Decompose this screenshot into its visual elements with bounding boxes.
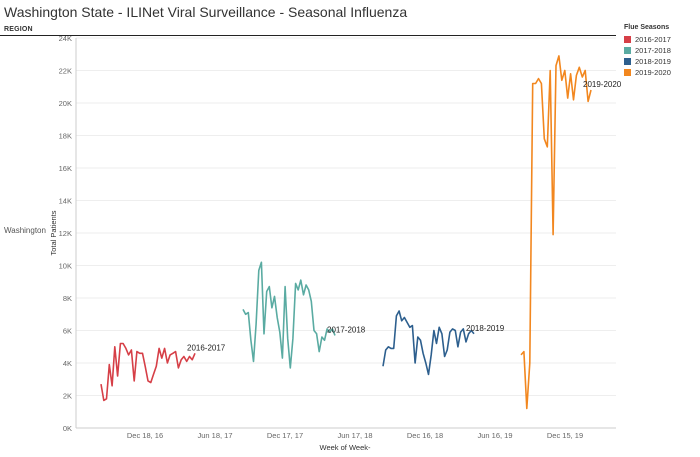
y-tick-label: 18K (59, 132, 72, 141)
y-tick-label: 6K (63, 327, 72, 336)
y-tick-label: 14K (59, 197, 72, 206)
chart-gridlines (76, 37, 616, 429)
legend-label: 2018-2019 (635, 57, 671, 66)
y-tick-label: 24K (59, 34, 72, 43)
y-tick-label: 2K (63, 392, 72, 401)
legend-label: 2016-2017 (635, 35, 671, 44)
legend-item[interactable]: 2018-2019 (624, 56, 671, 67)
series-end-label: 2019-2020 (583, 80, 622, 89)
x-tick-label: Dec 17, 17 (267, 431, 303, 440)
y-axis-title: Total Patients (49, 210, 58, 255)
series-end-label: 2017-2018 (327, 325, 366, 334)
legend-swatch (624, 47, 631, 54)
legend-swatch (624, 69, 631, 76)
x-tick-label: Jun 17, 18 (337, 431, 372, 440)
legend-items: 2016-2017 2017-2018 2018-2019 2019-2020 (624, 34, 671, 78)
x-tick-label: Jun 16, 19 (477, 431, 512, 440)
series-end-label: 2018-2019 (466, 324, 505, 333)
series-line-2019-2020 (520, 55, 592, 410)
y-tick-label: 0K (63, 424, 72, 433)
region-divider (0, 35, 616, 36)
y-tick-label: 8K (63, 294, 72, 303)
legend-swatch (624, 58, 631, 65)
x-tick-label: Dec 18, 16 (127, 431, 163, 440)
y-tick-label: 16K (59, 164, 72, 173)
legend-label: 2019-2020 (635, 68, 671, 77)
y-tick-label: 4K (63, 359, 72, 368)
y-tick-label: 10K (59, 262, 72, 271)
y-tick-label: 20K (59, 99, 72, 108)
x-tick-label: Dec 16, 18 (407, 431, 443, 440)
region-header: REGION (4, 26, 33, 33)
legend-label: 2017-2018 (635, 46, 671, 55)
series-line-2016-2017 (100, 342, 196, 402)
x-axis-ticks: Dec 18, 16 Jun 18, 17 Dec 17, 17 Jun 17, 18… (127, 431, 583, 440)
legend-item[interactable]: 2016-2017 (624, 34, 671, 45)
legend: Flue Seasons 2016-2017 2017-2018 2018-2019… (624, 24, 671, 78)
y-tick-label: 12K (59, 229, 72, 238)
page-title: Washington State - ILINet Viral Surveill… (4, 4, 408, 20)
legend-title: Flue Seasons (624, 24, 670, 31)
y-tick-label: 22K (59, 67, 72, 76)
legend-item[interactable]: 2017-2018 (624, 45, 671, 56)
series-end-label: 2016-2017 (187, 343, 226, 352)
x-tick-label: Dec 15, 19 (547, 431, 583, 440)
legend-item[interactable]: 2019-2020 (624, 67, 671, 78)
y-axis-ticks: 0K 2K 4K 6K 8K 10K 12K 14K 16K 18K 20K 22K 24K (59, 34, 72, 433)
series-line-2018-2019 (382, 310, 475, 376)
series-line-2017-2018 (242, 261, 336, 369)
chart-series: 2016-2017 2017-2018 2018-2019 2019-2020 (100, 55, 622, 410)
row-label-washington: Washington (4, 226, 46, 235)
legend-swatch (624, 36, 631, 43)
x-axis-title: Week of Week- (320, 443, 371, 452)
x-tick-label: Jun 18, 17 (197, 431, 232, 440)
